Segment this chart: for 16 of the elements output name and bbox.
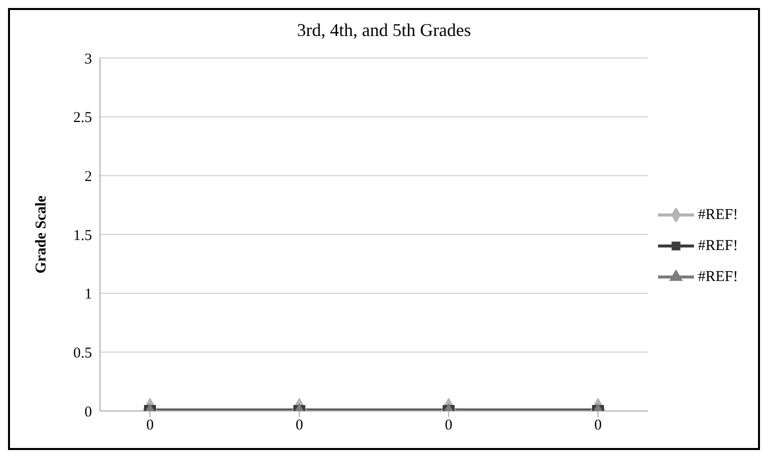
y-tick-label: 1.5: [73, 228, 92, 244]
x-tick-label: 0: [594, 418, 602, 434]
y-tick-label: 0.5: [73, 345, 92, 362]
legend-label: #REF!: [698, 238, 738, 254]
x-tick-label: 0: [146, 418, 154, 434]
legend-label: #REF!: [698, 268, 738, 286]
y-tick-label: 2: [84, 168, 92, 185]
y-tick-label: 2.5: [73, 110, 92, 126]
chart-title: 3rd, 4th, and 5th Grades: [296, 20, 472, 42]
y-axis-title: Grade Scale: [33, 195, 50, 274]
y-tick-label: 3: [84, 51, 92, 68]
x-tick-label: 0: [444, 418, 452, 434]
y-tick-label: 0: [84, 404, 92, 420]
y-tick-label: 1: [84, 286, 92, 303]
legend-label: #REF!: [698, 206, 738, 224]
x-tick-label: 0: [296, 418, 304, 434]
